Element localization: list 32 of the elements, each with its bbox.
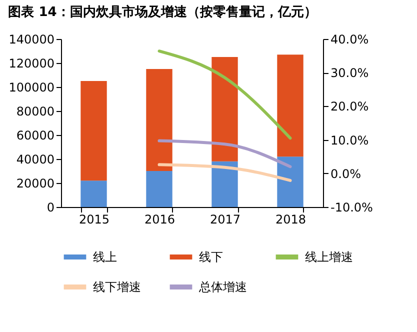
legend-label: 线下 xyxy=(199,250,223,264)
legend-label: 线上 xyxy=(93,250,117,264)
bar xyxy=(277,156,304,207)
y2-tick-label: 30.0% xyxy=(330,66,369,80)
y2-tick-label: -10.0% xyxy=(330,200,373,214)
y-tick-label: 120000 xyxy=(8,56,54,70)
bar xyxy=(212,57,238,162)
x-tick-label: 2016 xyxy=(144,212,176,226)
y-tick-label: 60000 xyxy=(16,128,54,142)
bar xyxy=(277,54,304,157)
x-tick-label: 2018 xyxy=(275,212,306,226)
y2-tick-label: 20.0% xyxy=(330,100,369,114)
bar xyxy=(80,81,107,181)
bar xyxy=(80,180,107,207)
y-tick-label: 0 xyxy=(46,200,54,214)
x-tick-label: 2017 xyxy=(210,212,241,226)
bar xyxy=(146,171,172,207)
legend-label: 线上增速 xyxy=(305,250,353,264)
x-tick-label: 2015 xyxy=(78,212,110,226)
legend-label: 线下增速 xyxy=(93,280,141,294)
bar xyxy=(146,69,172,171)
y-tick-label: 100000 xyxy=(8,80,54,94)
y2-tick-label: 40.0% xyxy=(330,32,369,46)
y-tick-label: 80000 xyxy=(16,104,54,118)
y2-tick-label: 0.0% xyxy=(330,166,361,181)
y-tick-label: 140000 xyxy=(8,32,54,46)
chart-title: 图表 14：国内炊具市场及增速（按零售量记，亿元） xyxy=(8,4,317,20)
y2-tick-label: 10.0% xyxy=(330,133,369,148)
y-tick-label: 40000 xyxy=(16,152,54,166)
legend-label: 总体增速 xyxy=(198,280,247,294)
y-tick-label: 20000 xyxy=(16,176,54,190)
bar xyxy=(212,161,238,207)
